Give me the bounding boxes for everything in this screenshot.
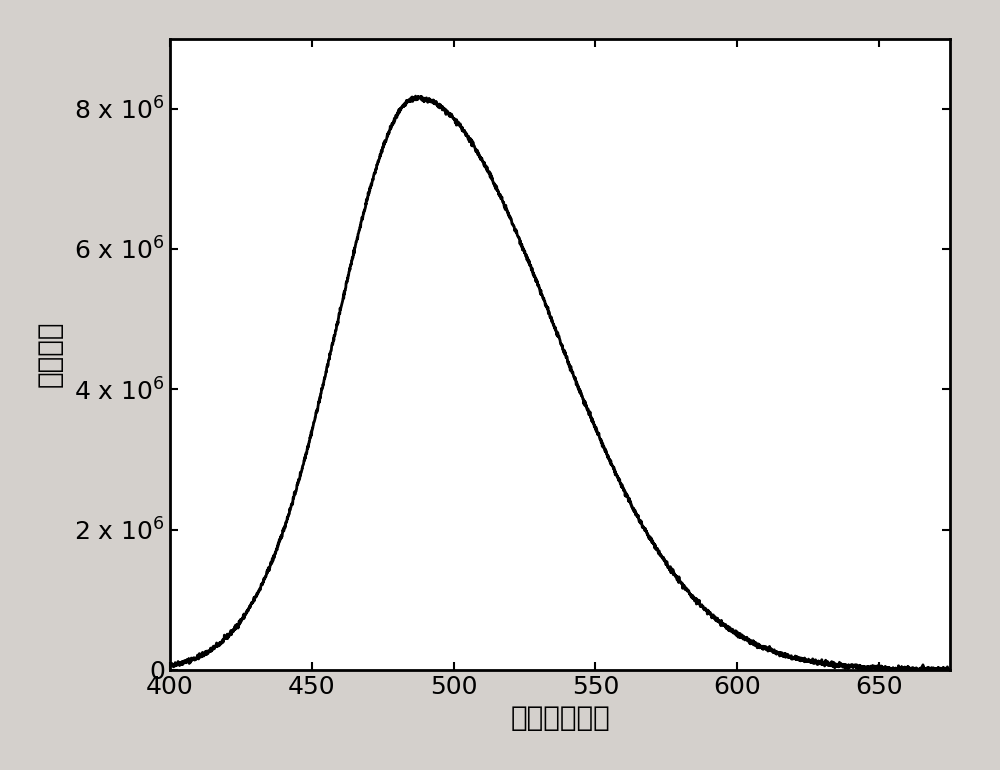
Y-axis label: 荧光强度: 荧光强度 [35,321,63,387]
X-axis label: 波长（纳米）: 波长（纳米） [510,705,610,732]
